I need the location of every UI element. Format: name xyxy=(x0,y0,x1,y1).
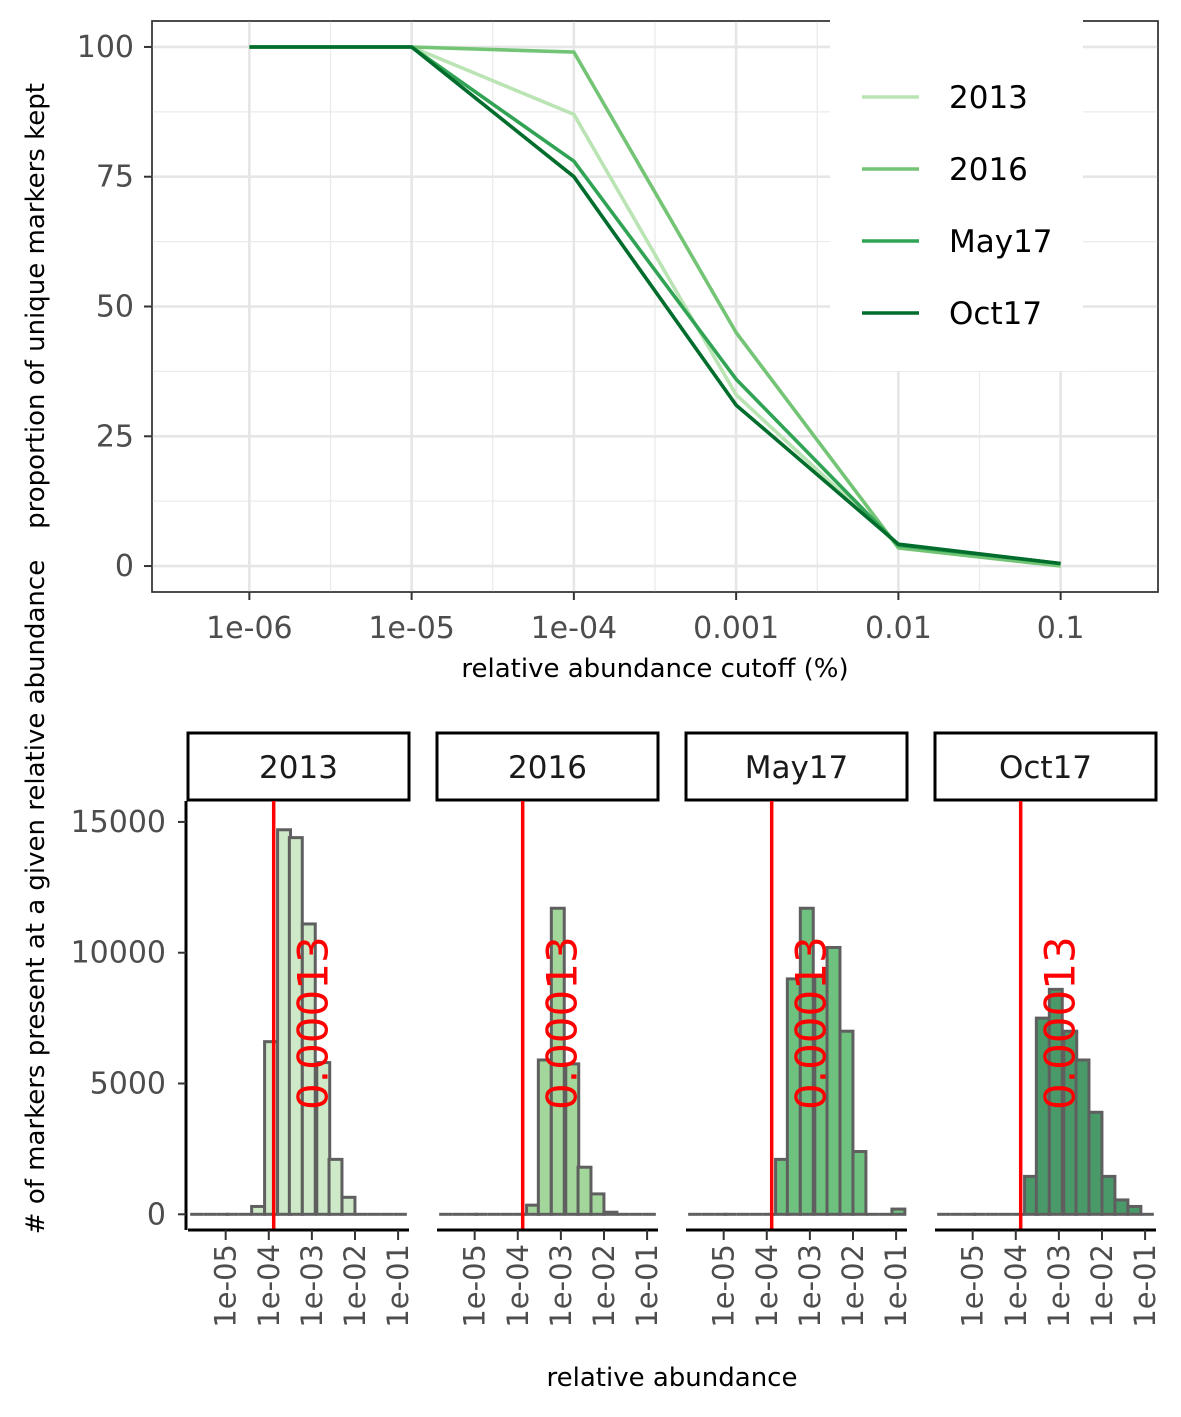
facet-x-tick-label: 1e-05 xyxy=(458,1244,492,1328)
x-tick-label: 1e-05 xyxy=(368,611,455,646)
x-tick-label: 1e-06 xyxy=(206,611,293,646)
facet-strip xyxy=(933,731,1158,802)
facet-x-tick-label: 1e-04 xyxy=(750,1244,784,1328)
legend: 2013 2016 May17 Oct17 xyxy=(830,15,1083,371)
facet-May17: May17 0.00013 1e-05 1e-04 1e-03 1e-02 1e-01 xyxy=(684,731,913,1328)
cutoff-label: 0.00013 xyxy=(538,936,587,1110)
y-tick-label: 100 xyxy=(77,30,134,65)
x-tick-label: 1e-04 xyxy=(531,611,618,646)
facet-x-tick-label: 1e-05 xyxy=(707,1244,741,1328)
facet-x-tick-label: 1e-03 xyxy=(1042,1244,1076,1328)
facet-strip xyxy=(684,731,909,802)
facet-x-tick-label: 1e-04 xyxy=(252,1244,286,1328)
legend-label-2016: 2016 xyxy=(949,152,1028,188)
facet-strip xyxy=(435,731,660,802)
y-tick-label: 75 xyxy=(96,160,134,195)
histogram-y-tick-label: 5000 xyxy=(90,1067,166,1102)
facet-x-tick-label: 1e-01 xyxy=(381,1244,415,1328)
histogram-x-axis-title: relative abundance xyxy=(547,1363,798,1393)
facet-strip-label: Oct17 xyxy=(999,750,1092,786)
facet-x-tick-label: 1e-01 xyxy=(630,1244,664,1328)
facet-strip xyxy=(186,731,411,802)
histogram-bar xyxy=(300,922,317,1216)
facet-x-tick-label: 1e-04 xyxy=(501,1244,535,1328)
facet-x-tick-label: 1e-03 xyxy=(544,1244,578,1328)
histogram-bar xyxy=(1126,1204,1143,1216)
x-tick-label: 0.1 xyxy=(1037,611,1085,646)
histogram-bar xyxy=(250,1204,267,1216)
x-tick-label: 0.01 xyxy=(865,611,932,646)
y-axis-title: proportion of unique markers kept xyxy=(21,83,51,529)
histogram-bar xyxy=(327,1157,344,1216)
legend-label-May17: May17 xyxy=(949,224,1053,260)
facet-x-tick-label: 1e-01 xyxy=(1128,1244,1162,1328)
y-tick-label: 50 xyxy=(96,290,134,325)
facet-strip-label: 2016 xyxy=(508,750,587,786)
histogram-y-axis: 0 5000 10000 15000 xyxy=(71,801,188,1232)
facet-x-tick-label: 1e-05 xyxy=(956,1244,990,1328)
histogram-bar xyxy=(576,1165,593,1216)
series-line-Oct17 xyxy=(249,45,1061,566)
x-axis-title: relative abundance cutoff (%) xyxy=(461,654,848,684)
y-tick-label: 0 xyxy=(115,549,134,584)
histogram-bar xyxy=(602,1210,619,1216)
legend-label-2013: 2013 xyxy=(949,80,1028,116)
facet-x-tick-label: 1e-05 xyxy=(209,1244,243,1328)
histogram-y-axis-title: # of markers present at a given relative… xyxy=(21,560,51,1234)
facet-x-tick-label: 1e-03 xyxy=(793,1244,827,1328)
facet-x-tick-label: 1e-02 xyxy=(1085,1244,1119,1328)
facet-x-tick-label: 1e-02 xyxy=(587,1244,621,1328)
histogram-bar xyxy=(589,1192,606,1216)
histogram-bar xyxy=(564,1062,581,1216)
cutoff-label: 0.00013 xyxy=(787,936,836,1110)
histogram-bar xyxy=(1113,1198,1130,1216)
histogram-bar xyxy=(340,1195,357,1216)
facet-x-tick-label: 1e-02 xyxy=(836,1244,870,1328)
histogram-y-tick-label: 10000 xyxy=(71,936,166,971)
histogram-y-tick-label: 15000 xyxy=(71,805,166,840)
facet-2013: 2013 0.00013 1e-05 1e-04 1e-03 1e-02 1e-01 xyxy=(186,731,415,1328)
histogram-bar xyxy=(263,1040,280,1216)
x-axis: 1e-06 1e-05 1e-04 0.001 0.01 0.1 xyxy=(206,592,1085,646)
facet-x-tick-label: 1e-04 xyxy=(999,1244,1033,1328)
facet-x-tick-label: 1e-01 xyxy=(879,1244,913,1328)
facet-x-tick-label: 1e-02 xyxy=(338,1244,372,1328)
histogram-bar xyxy=(798,906,815,1216)
histogram-bar xyxy=(851,1150,868,1216)
histogram-y-tick-label: 0 xyxy=(147,1197,166,1232)
facet-x-tick-label: 1e-03 xyxy=(295,1244,329,1328)
facet-strip-label: 2013 xyxy=(259,750,338,786)
line-chart: 0 25 50 75 100 1e-06 1e-05 1e-04 0.001 0.01 0.1 2… xyxy=(21,15,1159,684)
facet-Oct17: Oct17 0.00013 1e-05 1e-04 1e-03 1e-02 1e-01 xyxy=(933,731,1162,1328)
histogram-bar xyxy=(1047,987,1064,1216)
histogram-bar xyxy=(890,1207,907,1216)
histogram-bar xyxy=(315,1061,332,1216)
facet-2016: 2016 0.00013 1e-05 1e-04 1e-03 1e-02 1e-01 xyxy=(435,731,664,1328)
cutoff-label: 0.00013 xyxy=(289,936,338,1110)
cutoff-label: 0.00013 xyxy=(1036,936,1085,1110)
histogram-bar xyxy=(1087,1110,1104,1216)
histogram-bar xyxy=(838,1029,855,1216)
x-tick-label: 0.001 xyxy=(693,611,779,646)
y-axis: 0 25 50 75 100 xyxy=(77,30,152,584)
line-series-group xyxy=(249,45,1061,568)
y-tick-label: 25 xyxy=(96,419,134,454)
legend-label-Oct17: Oct17 xyxy=(949,296,1042,332)
facet-strip-label: May17 xyxy=(745,750,849,786)
histogram-bar xyxy=(1100,1174,1117,1216)
histogram-bar xyxy=(549,906,566,1216)
